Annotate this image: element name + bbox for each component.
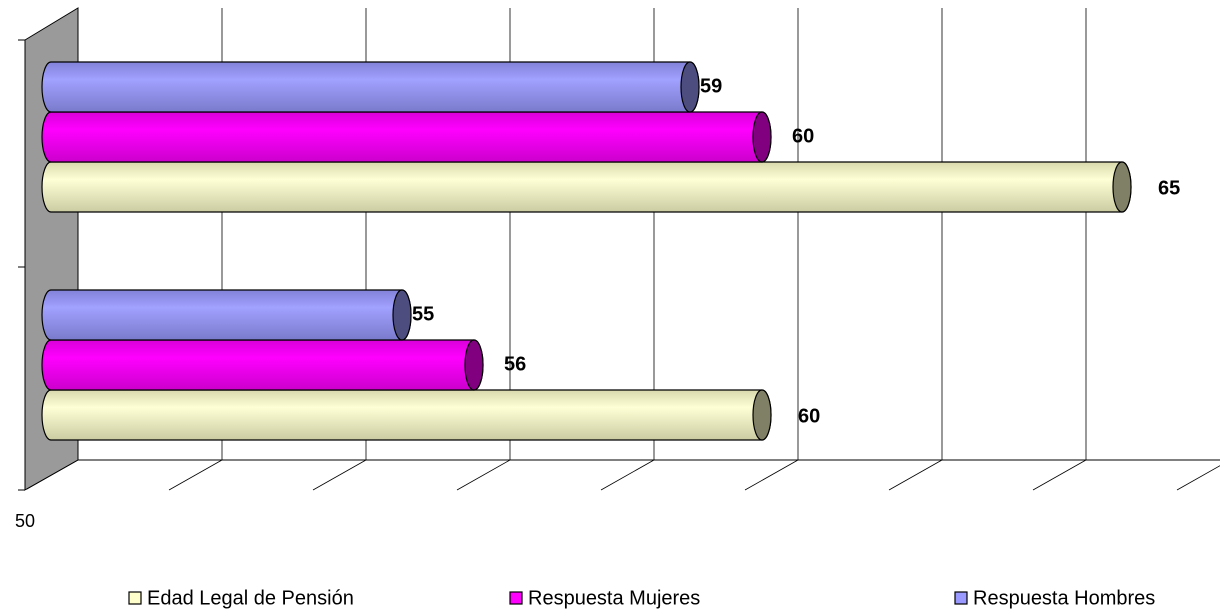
bar-cap bbox=[464, 339, 484, 391]
value-label: 59 bbox=[700, 75, 722, 97]
bar-cap bbox=[1112, 161, 1132, 213]
bar bbox=[41, 161, 1132, 213]
bar-cap bbox=[680, 61, 700, 113]
value-label: 60 bbox=[798, 405, 820, 427]
floor-grid-line bbox=[24, 459, 79, 491]
floor-grid-line bbox=[1032, 459, 1087, 491]
bar bbox=[41, 389, 772, 441]
bar-cap bbox=[752, 389, 772, 441]
legend-swatch bbox=[509, 591, 523, 605]
legend-label: Respuesta Hombres bbox=[973, 587, 1155, 609]
floor-grid-line bbox=[888, 459, 943, 491]
value-label: 55 bbox=[412, 303, 434, 325]
value-label: 56 bbox=[504, 353, 526, 375]
legend-label: Respuesta Mujeres bbox=[528, 587, 700, 609]
legend-swatch bbox=[128, 591, 142, 605]
floor-grid-line bbox=[744, 459, 799, 491]
x-tick-label: 50 bbox=[15, 511, 35, 531]
bar bbox=[41, 111, 772, 163]
floor-grid-line bbox=[456, 459, 511, 491]
floor-grid-line bbox=[168, 459, 223, 491]
value-label: 60 bbox=[792, 125, 814, 147]
floor-grid-line bbox=[1176, 465, 1220, 491]
bar-cap bbox=[752, 111, 772, 163]
floor-grid-line bbox=[600, 459, 655, 491]
bar-cap bbox=[392, 289, 412, 341]
bar bbox=[41, 339, 484, 391]
bar bbox=[41, 289, 412, 341]
bar bbox=[41, 61, 700, 113]
legend-swatch bbox=[954, 591, 968, 605]
floor-grid-line bbox=[312, 459, 367, 491]
value-label: 65 bbox=[1158, 177, 1180, 199]
legend-label: Edad Legal de Pensión bbox=[147, 587, 354, 609]
